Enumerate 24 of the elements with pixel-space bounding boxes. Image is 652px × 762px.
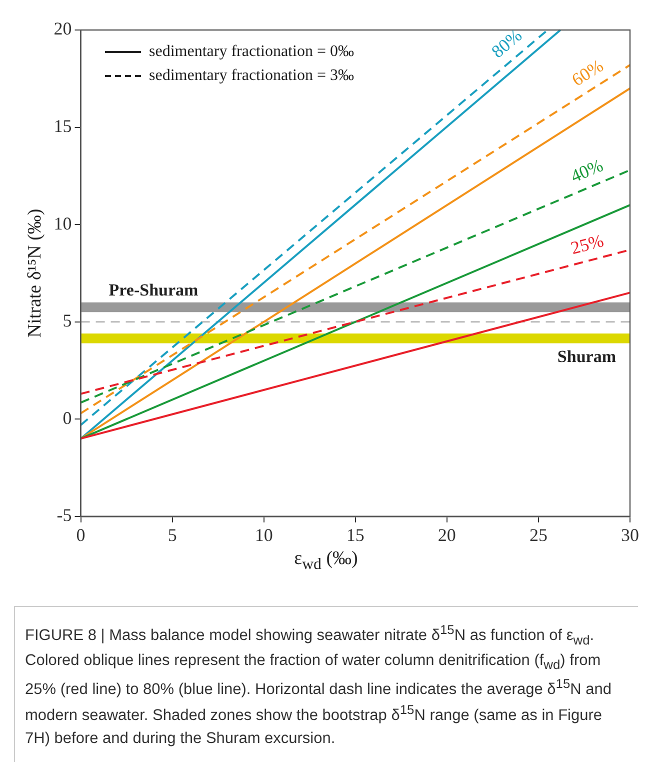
y-tick-label: 0: [62, 408, 72, 428]
band-label: Pre-Shuram: [108, 280, 198, 300]
y-axis-title: Nitrate δ¹⁵N (‰): [24, 208, 46, 338]
text: 25%: [568, 230, 606, 258]
annotation: sedimentary fractionation = 3‰: [149, 67, 354, 85]
text: FIGURE 8 | Mass balance model showing seawater nitrate δ$^{15}$N as function of ε$_{wd}$. Colored oblique lines represent the fraction of water column denitrification (f$_{wd}$) from 25% (red line) to 80% (blue line). Horizontal dash line indicates the average δ$^{15}$N and modern seawater. Shaded zones show the bootstrap δ$^{15}$N range (same as in Figure 7H) before and during the Shuram excursion.: [25, 622, 612, 748]
y-tick-label: 10: [54, 213, 72, 234]
y-tick-label: 15: [54, 116, 72, 136]
x-tick-label: 25: [529, 524, 548, 545]
x-tick-label: 15: [346, 524, 364, 545]
text: 40%: [568, 155, 606, 186]
x-tick-label: 20: [438, 524, 456, 545]
y-tick-label: 20: [54, 18, 72, 39]
x-tick-label: 30: [621, 524, 639, 545]
y-tick-label: 5: [62, 310, 72, 331]
text: 80%: [488, 25, 526, 62]
x-tick-label: 5: [168, 524, 177, 545]
text: 60%: [568, 55, 607, 90]
x-axis-title: ε$_{wd}$ (‰): [293, 548, 359, 574]
y-tick-label: -5: [56, 505, 72, 526]
annotation: sedimentary fractionation = 0‰: [149, 43, 354, 61]
x-tick-label: 0: [76, 524, 86, 545]
band-label: Shuram: [557, 347, 616, 366]
x-tick-label: 10: [254, 524, 273, 545]
